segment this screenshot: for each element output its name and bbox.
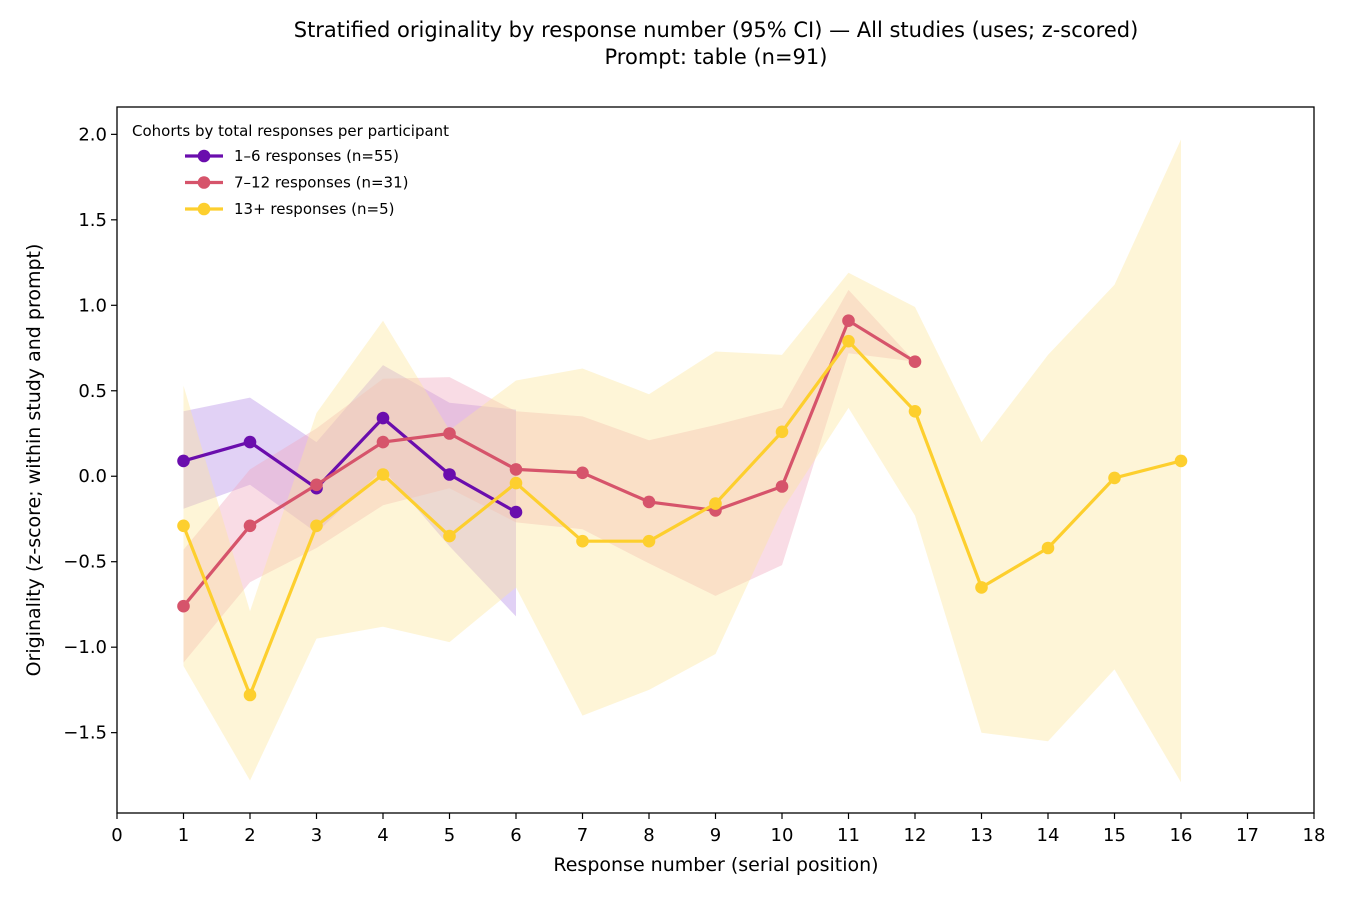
y-tick-label: −0.5 bbox=[63, 552, 107, 573]
line-series-1 bbox=[183, 416, 517, 514]
y-tick-label: −1.0 bbox=[63, 637, 107, 658]
line-series-3 bbox=[182, 339, 1182, 697]
x-tick-label: 0 bbox=[111, 825, 122, 846]
point-series-3-x10 bbox=[775, 425, 789, 439]
point-series-2-x5 bbox=[443, 427, 456, 440]
x-tick-label: 14 bbox=[1037, 825, 1060, 846]
point-series-3-x14 bbox=[1041, 541, 1055, 555]
point-series-1-x2 bbox=[243, 435, 257, 449]
confidence-bands bbox=[183, 139, 1181, 783]
point-series-2-x12 bbox=[908, 355, 922, 369]
x-tick-label: 7 bbox=[577, 825, 588, 846]
point-series-1-x1 bbox=[177, 454, 190, 468]
legend-marker-3 bbox=[197, 202, 211, 216]
x-tick-label: 3 bbox=[311, 825, 322, 846]
series-lines bbox=[177, 314, 1188, 702]
x-axis-label: Response number (serial position) bbox=[553, 854, 878, 876]
x-tick-label: 15 bbox=[1103, 825, 1126, 846]
point-series-3-x4 bbox=[376, 468, 390, 481]
point-series-3-x13 bbox=[975, 581, 988, 594]
x-tick-label: 1 bbox=[178, 825, 189, 846]
point-series-3-x11 bbox=[842, 334, 855, 348]
point-series-2-x1 bbox=[177, 599, 190, 613]
y-tick-label: 1.5 bbox=[78, 210, 107, 231]
point-series-2-x2 bbox=[243, 519, 257, 533]
point-series-1-x4 bbox=[376, 411, 390, 425]
ci-band-series-2 bbox=[183, 289, 915, 663]
legend: Cohorts by total responses per participa… bbox=[132, 122, 449, 218]
x-tick-label: 12 bbox=[904, 825, 927, 846]
legend-label-2: 7–12 responses (n=31) bbox=[234, 174, 408, 192]
ci-band-series-1 bbox=[183, 365, 516, 617]
point-series-3-x8 bbox=[642, 534, 656, 548]
point-series-2-x7 bbox=[576, 466, 589, 480]
point-series-3-x1 bbox=[177, 519, 190, 533]
x-tick-label: 16 bbox=[1170, 825, 1193, 846]
point-series-1-x5 bbox=[443, 468, 456, 481]
chart-title-line1: Stratified originality by response numbe… bbox=[294, 18, 1139, 42]
y-axis-label: Originality (z-score; within study and p… bbox=[23, 244, 45, 677]
x-axis: 0 1 2 3 4 5 6 7 8 9 10 11 12 13 14 15 16 17 18 bbox=[111, 813, 1325, 846]
legend-marker-1 bbox=[197, 149, 211, 163]
x-tick-label: 5 bbox=[444, 825, 455, 846]
point-series-3-x15 bbox=[1108, 471, 1121, 485]
point-series-1-x6 bbox=[509, 505, 523, 519]
y-axis: −1.5 −1.0 −0.5 0.0 0.5 1.0 1.5 2.0 bbox=[63, 124, 117, 744]
y-tick-label: 2.0 bbox=[78, 124, 107, 145]
point-series-2-x10 bbox=[775, 480, 789, 493]
point-series-3-x3 bbox=[310, 519, 323, 533]
point-series-2-x3 bbox=[310, 478, 323, 492]
x-tick-label: 17 bbox=[1236, 825, 1259, 846]
y-tick-label: 0.5 bbox=[78, 381, 107, 402]
legend-label-3: 13+ responses (n=5) bbox=[234, 200, 394, 218]
x-tick-label: 9 bbox=[710, 825, 721, 846]
y-tick-label: −1.5 bbox=[63, 723, 107, 744]
point-series-2-x6 bbox=[509, 463, 523, 476]
line-series-2 bbox=[182, 319, 916, 608]
legend-label-1: 1–6 responses (n=55) bbox=[234, 147, 399, 165]
point-series-3-x6 bbox=[509, 476, 523, 490]
point-series-2-x8 bbox=[642, 495, 656, 509]
point-series-3-x9 bbox=[709, 497, 722, 510]
legend-title: Cohorts by total responses per participa… bbox=[132, 122, 449, 140]
x-tick-label: 8 bbox=[643, 825, 654, 846]
y-tick-label: 1.0 bbox=[78, 295, 107, 316]
y-tick-label: 0.0 bbox=[78, 466, 107, 487]
point-series-2-x11 bbox=[842, 314, 855, 328]
point-series-3-x2 bbox=[243, 688, 257, 702]
x-tick-label: 2 bbox=[244, 825, 255, 846]
x-tick-label: 11 bbox=[837, 825, 860, 846]
x-tick-label: 18 bbox=[1303, 825, 1326, 846]
ci-band-series-3 bbox=[183, 139, 1181, 783]
point-series-3-x7 bbox=[576, 534, 589, 548]
x-tick-label: 13 bbox=[970, 825, 993, 846]
point-series-2-x4 bbox=[376, 435, 390, 449]
chart-title-line2: Prompt: table (n=91) bbox=[605, 45, 828, 69]
point-series-3-x12 bbox=[908, 405, 922, 418]
x-tick-label: 4 bbox=[377, 825, 388, 846]
x-tick-label: 10 bbox=[771, 825, 794, 846]
x-tick-label: 6 bbox=[510, 825, 521, 846]
point-series-3-x16 bbox=[1174, 454, 1188, 468]
point-series-3-x5 bbox=[443, 529, 456, 543]
legend-marker-2 bbox=[197, 176, 211, 189]
